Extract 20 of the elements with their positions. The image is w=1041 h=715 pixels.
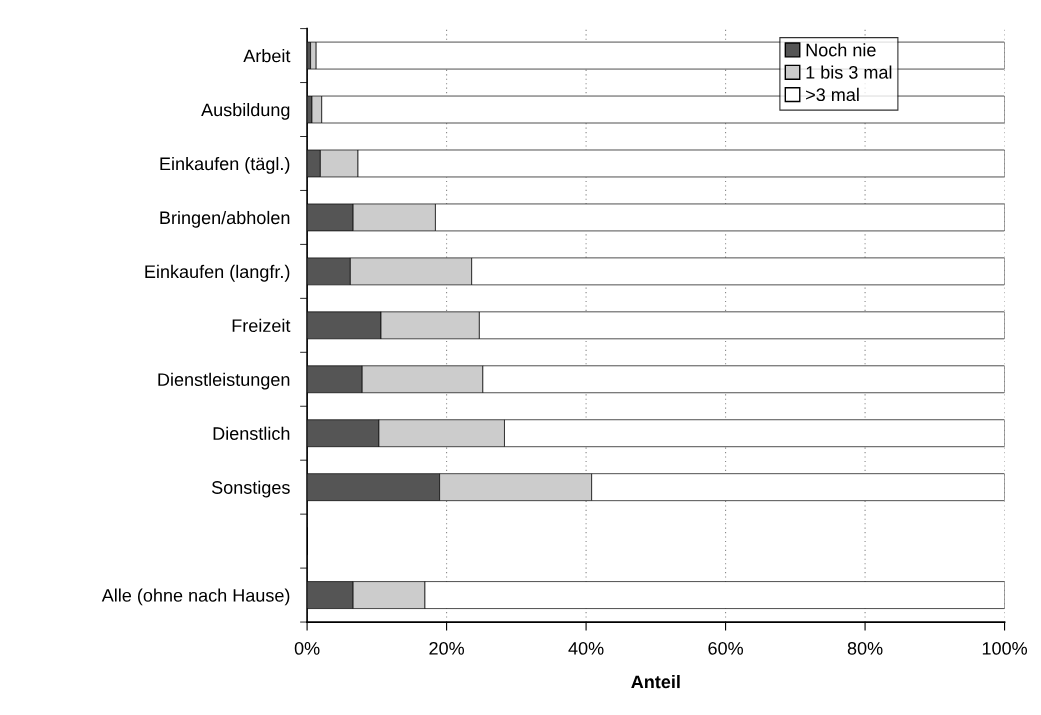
y-tick-label: Alle (ohne nach Hause) [101, 588, 290, 606]
y-tick-label: Freizeit [232, 318, 291, 333]
x-tick-label: 40% [568, 641, 604, 655]
x-tick-label: 0% [294, 641, 320, 655]
legend-label: 1 bis 3 mal [806, 65, 892, 79]
y-tick-label: Ausbildung [201, 102, 290, 120]
y-tick-label: Dienstlich [213, 426, 290, 440]
x-tick-label: 80% [847, 641, 883, 655]
y-tick-label: Bringen/abholen [160, 210, 290, 228]
x-tick-label: 20% [429, 641, 465, 655]
y-tick-label: Dienstleistungen [158, 372, 290, 390]
y-tick-label: Einkaufen (langfr.) [145, 264, 290, 282]
x-tick-label: 100% [982, 641, 1028, 655]
y-tick-label: Einkaufen (tägl.) [160, 156, 290, 174]
x-tick-label: 60% [708, 641, 743, 655]
y-tick-label: Arbeit [243, 49, 291, 63]
y-tick-label: Sonstiges [211, 480, 290, 498]
legend-label: Noch nie [806, 43, 876, 57]
x-axis-title: Anteil [631, 674, 680, 689]
legend-label: >3 mal [806, 87, 859, 102]
